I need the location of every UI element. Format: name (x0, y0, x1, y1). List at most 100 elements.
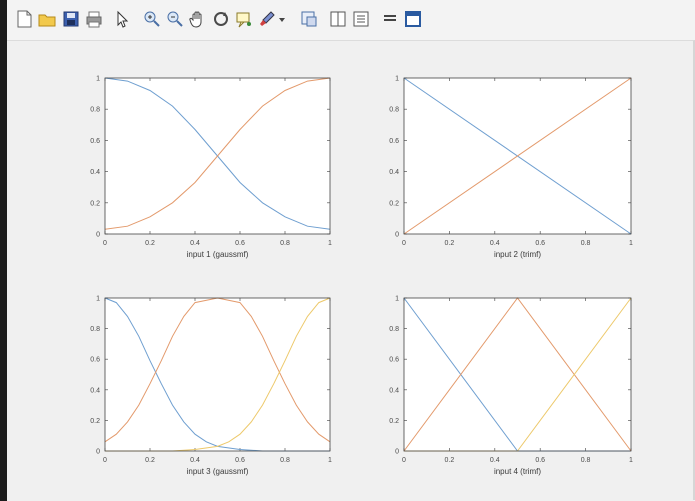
insert-colorbar-icon (330, 11, 346, 27)
data-cursor-button[interactable] (233, 8, 255, 30)
x-tick-label: 0.2 (445, 240, 455, 247)
x-tick-label: 0 (103, 240, 107, 247)
x-axis-label: input 2 (trimf) (494, 250, 541, 259)
y-tick-label: 1 (395, 76, 399, 83)
subplot-4: 0 0.2 0.4 0.6 0.8 1 0 0.2 0.4 0.6 0.8 1 input 4 (tri… (389, 296, 633, 477)
link-plot-icon (301, 11, 317, 27)
x-tick-label: 0.8 (280, 457, 290, 464)
y-tick-label: 0 (395, 232, 399, 239)
series-line-3 (105, 297, 331, 452)
figure-canvas: 0 0.2 0.4 0.6 0.8 1 0 0.2 0.4 0.6 0.8 1 input 1 (gau… (7, 40, 695, 500)
x-tick-label: 0.8 (581, 457, 591, 464)
link-plot-button[interactable] (298, 8, 320, 30)
print-figure-button[interactable] (83, 8, 105, 30)
y-tick-label: 0.4 (389, 169, 399, 176)
y-tick-label: 1 (96, 296, 100, 303)
save-figure-button[interactable] (60, 8, 82, 30)
brush-dropdown-icon (279, 18, 285, 22)
y-tick-label: 0.6 (90, 138, 100, 145)
x-axis-label: input 4 (trimf) (494, 467, 541, 476)
x-tick-label: 0 (402, 240, 406, 247)
y-tick-label: 0.8 (389, 107, 399, 114)
show-plot-tools-button[interactable] (402, 8, 424, 30)
hide-plot-tools-icon (384, 15, 396, 21)
x-tick-label: 0 (402, 457, 406, 464)
axes-box (104, 297, 331, 452)
x-tick-label: 1 (629, 457, 633, 464)
y-tick-label: 0.8 (90, 107, 100, 114)
subplot-2: 0 0.2 0.4 0.6 0.8 1 0 0.2 0.4 0.6 0.8 1 input 2 (tri… (389, 76, 633, 260)
edit-plot-cursor-icon (117, 10, 129, 28)
y-tick-label: 0.6 (90, 357, 100, 364)
pan-hand-icon (189, 11, 202, 28)
axes-box (403, 77, 632, 235)
zoom-out-button[interactable] (164, 8, 186, 30)
rotate-3d-icon (214, 12, 228, 26)
insert-legend-button[interactable] (350, 8, 372, 30)
y-tick-label: 0 (96, 232, 100, 239)
insert-legend-icon (353, 11, 369, 27)
series-line-2 (403, 77, 632, 235)
x-tick-label: 0.8 (280, 240, 290, 247)
subplot-3: 0 0.2 0.4 0.6 0.8 1 0 0.2 0.4 0.6 0.8 1 input 3 (gau… (90, 296, 332, 477)
y-tick-label: 0.2 (90, 200, 100, 207)
open-file-button[interactable] (36, 8, 58, 30)
brush-dropdown-button[interactable] (277, 8, 287, 30)
new-figure-icon (17, 10, 32, 28)
y-tick-label: 0 (395, 449, 399, 456)
x-tick-label: 0.6 (535, 240, 545, 247)
y-tick-label: 0.2 (389, 200, 399, 207)
print-figure-icon (86, 11, 102, 28)
y-tick-label: 0.2 (90, 418, 100, 425)
x-tick-label: 0.6 (235, 457, 245, 464)
y-tick-label: 0.4 (90, 169, 100, 176)
figure-toolbar (7, 0, 695, 40)
open-file-icon (38, 14, 56, 27)
brush-button[interactable] (256, 8, 278, 30)
x-tick-label: 1 (629, 240, 633, 247)
y-tick-label: 1 (96, 76, 100, 83)
window-left-edge (0, 0, 7, 501)
zoom-out-icon (167, 11, 183, 27)
subplots-container: 0 0.2 0.4 0.6 0.8 1 0 0.2 0.4 0.6 0.8 1 input 1 (gau… (90, 76, 633, 477)
x-tick-label: 0.2 (145, 457, 155, 464)
insert-colorbar-button[interactable] (327, 8, 349, 30)
y-tick-label: 0.8 (90, 326, 100, 333)
y-tick-label: 0.8 (389, 326, 399, 333)
zoom-in-button[interactable] (141, 8, 163, 30)
data-cursor-icon (236, 12, 251, 28)
y-tick-label: 0.6 (389, 357, 399, 364)
rotate-3d-button[interactable] (210, 8, 232, 30)
save-figure-icon (63, 11, 79, 27)
series-line-1 (104, 297, 330, 452)
edit-plot-button[interactable] (111, 8, 133, 30)
y-tick-label: 0 (96, 449, 100, 456)
axes-box (403, 297, 632, 452)
pan-button[interactable] (187, 8, 209, 30)
y-tick-label: 0.4 (90, 387, 100, 394)
series-line-2 (104, 77, 331, 230)
subplot-1: 0 0.2 0.4 0.6 0.8 1 0 0.2 0.4 0.6 0.8 1 input 1 (gau… (90, 76, 332, 260)
y-tick-label: 1 (395, 296, 399, 303)
x-tick-label: 0.2 (445, 457, 455, 464)
x-tick-label: 0.4 (190, 240, 200, 247)
x-tick-label: 0 (103, 457, 107, 464)
hide-plot-tools-button[interactable] (379, 8, 401, 30)
x-tick-label: 0.2 (145, 240, 155, 247)
axes-background (404, 298, 631, 451)
y-tick-label: 0.2 (389, 418, 399, 425)
axes-background (105, 298, 330, 451)
x-tick-label: 0.8 (581, 240, 591, 247)
x-axis-label: input 3 (gaussmf) (187, 467, 249, 476)
new-figure-button[interactable] (13, 8, 35, 30)
x-tick-label: 1 (328, 457, 332, 464)
x-tick-label: 0.4 (490, 457, 500, 464)
x-tick-label: 0.4 (190, 457, 200, 464)
brush-icon (260, 11, 275, 26)
x-tick-label: 1 (328, 240, 332, 247)
show-plot-tools-icon (405, 11, 421, 27)
x-axis-label: input 1 (gaussmf) (187, 250, 249, 259)
x-tick-label: 0.6 (535, 457, 545, 464)
x-tick-label: 0.6 (235, 240, 245, 247)
x-tick-label: 0.4 (490, 240, 500, 247)
